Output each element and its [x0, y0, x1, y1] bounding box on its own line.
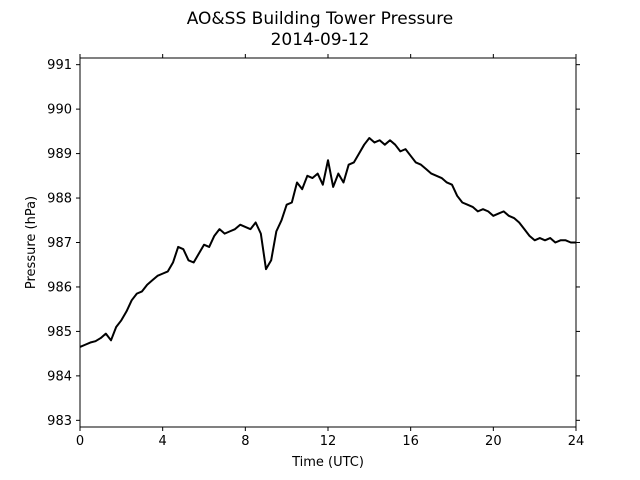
y-tick-label: 986: [47, 280, 72, 295]
x-tick-label: 8: [241, 434, 249, 449]
y-tick-label: 990: [47, 103, 72, 118]
y-tick-label: 984: [47, 369, 72, 384]
y-axis-label: Pressure (hPa): [24, 196, 39, 289]
plot-frame: [79, 57, 577, 428]
x-tick-label: 4: [159, 434, 167, 449]
y-tick-label: 991: [47, 58, 72, 73]
x-tick-label: 12: [320, 434, 337, 449]
chart-title: AO&SS Building Tower Pressure: [187, 9, 454, 29]
axis-ticks: [76, 54, 580, 431]
chart-subtitle: 2014-09-12: [271, 30, 370, 50]
y-tick-label: 983: [47, 414, 72, 429]
x-axis-label: Time (UTC): [291, 455, 364, 470]
y-tick-label: 988: [47, 192, 72, 207]
x-tick-label: 0: [76, 434, 84, 449]
x-tick-label: 24: [568, 434, 585, 449]
x-tick-label: 16: [402, 434, 419, 449]
y-tick-label: 987: [47, 236, 72, 251]
y-tick-label: 985: [47, 325, 72, 340]
pressure-series-line: [79, 137, 576, 348]
axis-tick-labels: 0 4 8 12 16 20 24 983 984 985 986 987 988 989 990 991: [47, 58, 584, 449]
y-tick-label: 989: [47, 147, 72, 162]
x-tick-label: 20: [485, 434, 502, 449]
